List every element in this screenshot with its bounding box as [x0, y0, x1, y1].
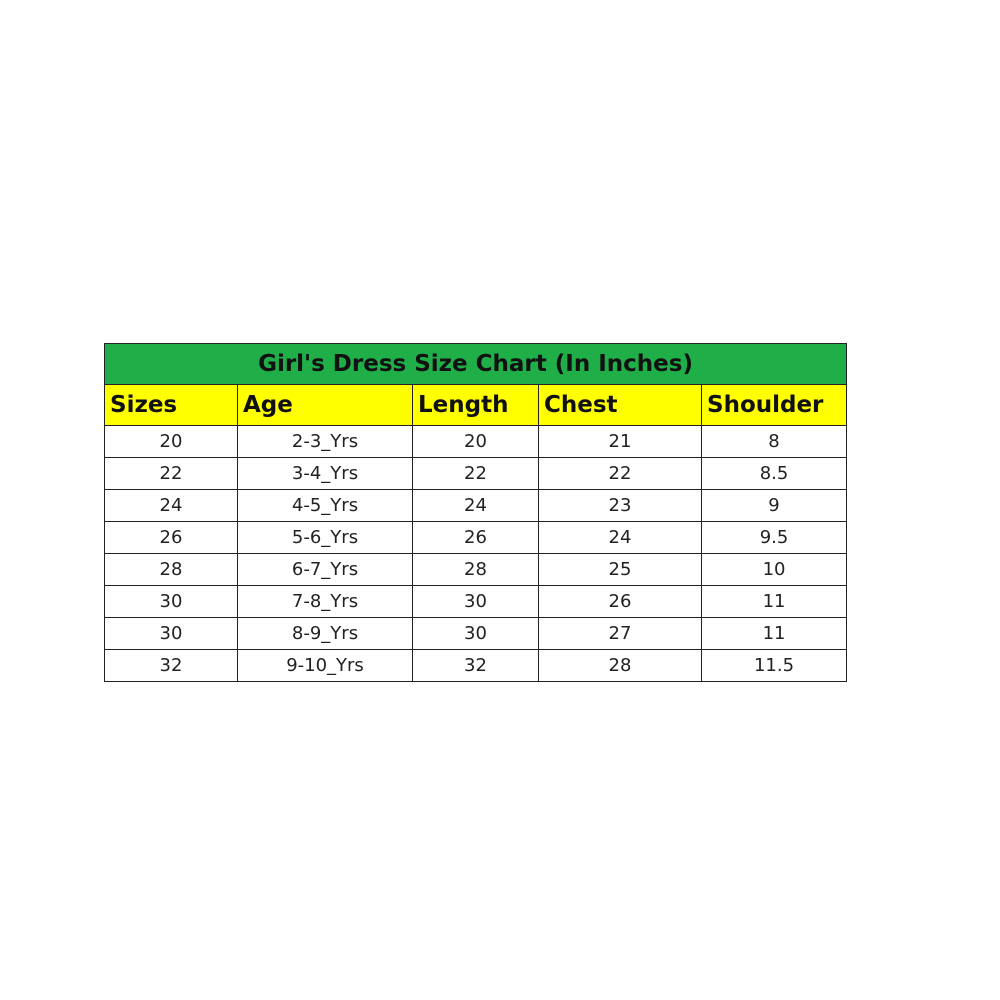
cell-sizes: 20	[104, 425, 238, 458]
table-row: 24 4-5_Yrs 24 23 9	[104, 489, 848, 522]
cell-length: 28	[412, 553, 539, 586]
cell-age: 6-7_Yrs	[237, 553, 413, 586]
size-chart-table: Girl's Dress Size Chart (In Inches) Size…	[103, 343, 848, 682]
column-header-shoulder: Shoulder	[700, 384, 848, 426]
cell-chest: 22	[538, 457, 702, 490]
cell-shoulder: 11	[700, 585, 848, 618]
cell-length: 20	[412, 425, 539, 458]
column-header-sizes: Sizes	[104, 384, 238, 426]
cell-sizes: 30	[104, 585, 238, 618]
table-row: 30 7-8_Yrs 30 26 11	[104, 585, 848, 618]
column-header-length: Length	[412, 384, 539, 426]
cell-age: 2-3_Yrs	[237, 425, 413, 458]
column-header-chest: Chest	[538, 384, 702, 426]
cell-shoulder: 10	[700, 553, 848, 586]
cell-chest: 25	[538, 553, 702, 586]
cell-sizes: 32	[104, 649, 238, 682]
cell-shoulder: 11	[700, 617, 848, 650]
cell-chest: 26	[538, 585, 702, 618]
cell-length: 30	[412, 585, 539, 618]
cell-age: 7-8_Yrs	[237, 585, 413, 618]
cell-sizes: 26	[104, 521, 238, 554]
table-row: 28 6-7_Yrs 28 25 10	[104, 553, 848, 586]
cell-age: 4-5_Yrs	[237, 489, 413, 522]
column-header-age: Age	[237, 384, 413, 426]
cell-age: 5-6_Yrs	[237, 521, 413, 554]
cell-age: 8-9_Yrs	[237, 617, 413, 650]
table-title: Girl's Dress Size Chart (In Inches)	[103, 343, 848, 385]
cell-length: 26	[412, 521, 539, 554]
cell-age: 3-4_Yrs	[237, 457, 413, 490]
cell-chest: 21	[538, 425, 702, 458]
cell-chest: 24	[538, 521, 702, 554]
cell-sizes: 22	[104, 457, 238, 490]
header-row: Sizes Age Length Chest Shoulder	[104, 384, 848, 426]
cell-chest: 27	[538, 617, 702, 650]
cell-length: 32	[412, 649, 539, 682]
cell-shoulder: 9	[700, 489, 848, 522]
table-row: 22 3-4_Yrs 22 22 8.5	[104, 457, 848, 490]
cell-age: 9-10_Yrs	[237, 649, 413, 682]
cell-length: 22	[412, 457, 539, 490]
table-row: 20 2-3_Yrs 20 21 8	[104, 425, 848, 458]
cell-length: 24	[412, 489, 539, 522]
cell-chest: 23	[538, 489, 702, 522]
cell-shoulder: 8	[700, 425, 848, 458]
cell-chest: 28	[538, 649, 702, 682]
cell-sizes: 28	[104, 553, 238, 586]
cell-shoulder: 9.5	[700, 521, 848, 554]
cell-sizes: 30	[104, 617, 238, 650]
cell-shoulder: 11.5	[700, 649, 848, 682]
cell-shoulder: 8.5	[700, 457, 848, 490]
table-row: 32 9-10_Yrs 32 28 11.5	[104, 649, 848, 682]
cell-length: 30	[412, 617, 539, 650]
cell-sizes: 24	[104, 489, 238, 522]
table-row: 26 5-6_Yrs 26 24 9.5	[104, 521, 848, 554]
table-row: 30 8-9_Yrs 30 27 11	[104, 617, 848, 650]
